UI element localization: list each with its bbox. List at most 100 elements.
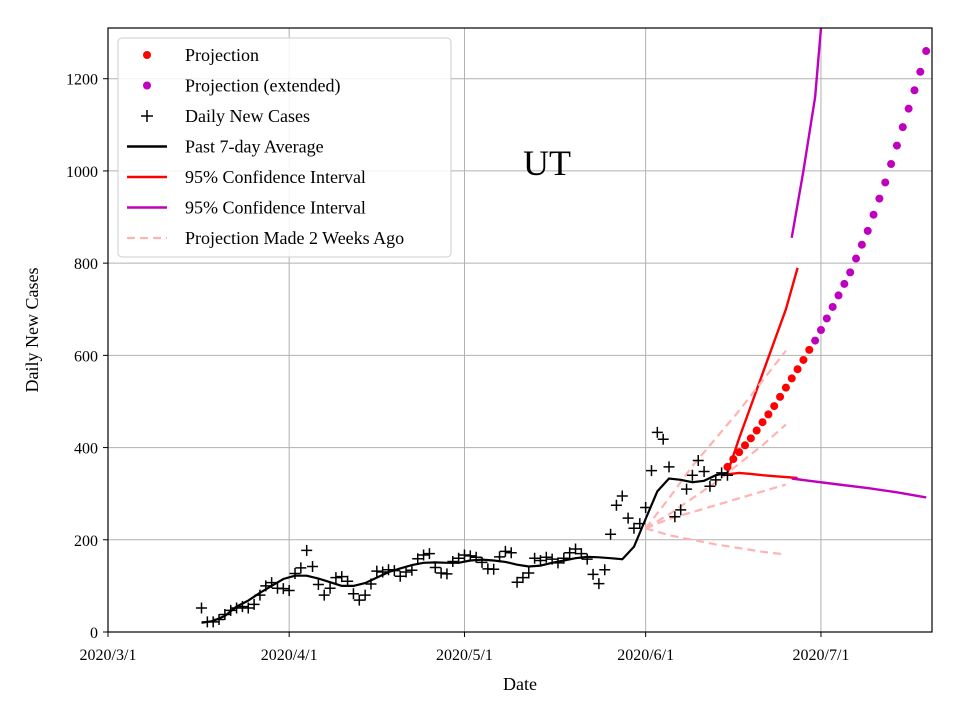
daily-case-marker [453, 552, 465, 564]
daily-case-marker [663, 461, 675, 473]
daily-case-marker [254, 589, 266, 601]
legend-entry: Projection Made 2 Weeks Ago [127, 228, 404, 248]
projection-extended-dot [822, 314, 831, 323]
daily-case-marker [447, 555, 459, 567]
daily-case-marker [400, 566, 412, 578]
daily-case-marker [312, 579, 324, 591]
daily-case-marker [523, 567, 535, 579]
daily-case-marker [645, 465, 657, 477]
daily-case-marker [587, 568, 599, 580]
daily-case-marker [435, 567, 447, 579]
daily-case-marker [534, 555, 546, 567]
daily-case-marker [347, 588, 359, 600]
daily-case-marker [289, 567, 301, 579]
daily-case-marker [336, 571, 348, 583]
daily-case-marker [330, 572, 342, 584]
projection-dot [776, 392, 785, 401]
daily-case-marker [371, 565, 383, 577]
daily-case-marker [710, 474, 722, 486]
legend-entry: Daily New Cases [141, 106, 310, 126]
projection-extended-dot [828, 302, 837, 311]
daily-case-marker [628, 522, 640, 534]
daily-case-marker [207, 616, 219, 628]
daily-case-marker [616, 490, 628, 502]
daily-case-marker [242, 602, 254, 614]
daily-case-marker [581, 553, 593, 565]
daily-case-marker [248, 598, 260, 610]
ci-red-lower-line [727, 471, 798, 480]
daily-case-marker [231, 602, 243, 614]
daily-case-marker [324, 582, 336, 594]
daily-case-marker [499, 545, 511, 557]
daily-case-marker [698, 466, 710, 478]
daily-case-marker [225, 604, 237, 616]
daily-case-marker [599, 564, 611, 576]
daily-case-marker [365, 578, 377, 590]
daily-case-marker [511, 576, 523, 588]
projection-extended-dot [857, 240, 866, 249]
daily-case-marker [307, 561, 319, 573]
legend-plus-marker [141, 110, 153, 122]
y-tick-label: 600 [74, 348, 98, 365]
projection-dot [764, 410, 773, 419]
legend-label: Past 7-day Average [185, 137, 324, 157]
projection-dot [770, 402, 779, 411]
daily-case-marker [412, 553, 424, 565]
x-tick-label: 2020/6/1 [617, 647, 674, 664]
daily-case-marker [704, 480, 716, 492]
daily-case-marker [651, 426, 663, 438]
projection-extended-dot [863, 226, 872, 235]
x-tick-label: 2020/7/1 [793, 647, 850, 664]
projection-extended-dot [852, 254, 861, 263]
daily-case-marker [692, 454, 704, 466]
projection-dot [740, 441, 749, 450]
daily-case-marker [301, 544, 313, 556]
old-projection-line [645, 527, 787, 556]
daily-case-marker [622, 512, 634, 524]
daily-case-marker [277, 583, 289, 595]
projection-extended-dot [922, 47, 931, 56]
projection-extended-dot [904, 104, 913, 113]
legend-dot-marker [143, 51, 151, 59]
daily-case-marker [634, 518, 646, 530]
daily-case-marker [283, 585, 295, 597]
daily-case-marker [669, 511, 681, 523]
plot-frame [107, 27, 933, 633]
daily-case-marker [383, 564, 395, 576]
daily-case-marker [564, 547, 576, 559]
y-tick-label: 800 [74, 256, 98, 273]
daily-case-marker [593, 578, 605, 590]
projection-dot [723, 462, 732, 471]
daily-case-marker [605, 528, 617, 540]
daily-case-marker [558, 552, 570, 564]
daily-case-marker [406, 564, 418, 576]
legend-label: Projection Made 2 Weeks Ago [185, 228, 404, 248]
legend-entry: Past 7-day Average [127, 137, 324, 157]
ci-red-upper-line [726, 267, 799, 474]
daily-case-marker [494, 551, 506, 563]
x-tick-label: 2020/3/1 [80, 647, 137, 664]
projection-dot [746, 434, 755, 443]
daily-case-marker [470, 551, 482, 563]
projection-extended-dot [869, 210, 878, 219]
daily-case-marker [266, 577, 278, 589]
old-projection-line [645, 483, 787, 530]
daily-case-marker [505, 547, 517, 559]
projection-extended-dot [892, 141, 901, 150]
daily-case-marker [552, 557, 564, 569]
daily-case-marker [464, 550, 476, 562]
daily-case-marker [377, 566, 389, 578]
daily-case-marker [546, 553, 558, 565]
projection-extended-dot [910, 86, 919, 95]
projection-extended-dot [887, 160, 896, 169]
daily-case-marker [681, 483, 693, 495]
daily-case-marker [575, 548, 587, 560]
projection-extended-dot [916, 67, 925, 76]
projection-dot [799, 355, 808, 364]
projection-dots [723, 47, 931, 471]
daily-case-marker [196, 602, 208, 614]
legend-box [117, 37, 452, 258]
legend-entry: Projection [143, 45, 259, 65]
projection-dot [752, 426, 761, 435]
